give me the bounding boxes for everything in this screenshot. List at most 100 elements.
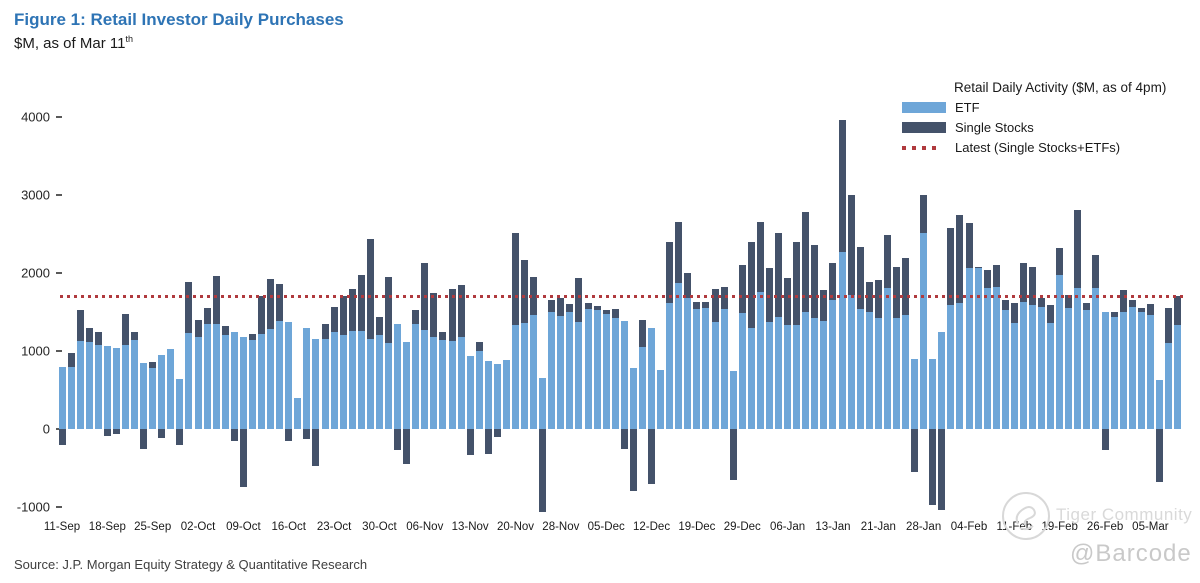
bar-single-stocks	[212, 276, 220, 325]
bar-single-stocks	[638, 319, 646, 348]
bar-etf	[67, 366, 75, 429]
bar-etf	[394, 323, 402, 429]
x-axis-tick-label: 19-Dec	[678, 521, 716, 533]
bar-etf	[466, 356, 474, 429]
bar-single-stocks	[67, 353, 75, 367]
source-note: Source: J.P. Morgan Equity Strategy & Qu…	[14, 557, 368, 572]
bar-single-stocks	[394, 429, 402, 451]
bar-etf	[167, 349, 175, 429]
bar-etf	[648, 327, 656, 429]
bar-single-stocks	[775, 233, 783, 317]
bar-single-stocks	[339, 296, 347, 336]
bar-single-stocks	[194, 319, 202, 337]
bar-etf	[802, 312, 810, 429]
bar-etf	[176, 379, 184, 429]
bar-single-stocks	[811, 244, 819, 319]
bar-etf	[756, 291, 764, 429]
bar-single-stocks	[366, 238, 374, 339]
bar-etf	[475, 351, 483, 429]
bar-etf	[194, 336, 202, 429]
bar-single-stocks	[1155, 429, 1163, 482]
bar-single-stocks	[1056, 248, 1064, 275]
bar-etf	[584, 308, 592, 429]
bar-etf	[902, 315, 909, 429]
y-axis-tick-label: 2000	[21, 265, 50, 281]
bar-etf	[892, 318, 900, 429]
bar-etf	[938, 331, 946, 429]
x-axis-tick-label: 23-Oct	[316, 521, 352, 533]
bar-single-stocks	[85, 327, 93, 343]
bar-etf	[793, 325, 801, 429]
bar-etf	[185, 333, 193, 429]
x-axis-tick-label: 12-Dec	[633, 521, 671, 533]
bar-etf	[76, 340, 84, 429]
x-axis-tick-label: 28-Jan	[906, 521, 942, 533]
x-axis-tick-label: 26-Feb	[1086, 521, 1124, 533]
bar-single-stocks	[1047, 304, 1055, 324]
bar-etf	[638, 347, 646, 429]
chart-legend: Retail Daily Activity ($M, as of 4pm) ET…	[902, 80, 1192, 161]
x-axis-tick-label: 16-Oct	[271, 521, 306, 533]
bar-single-stocks	[412, 310, 420, 325]
x-axis-tick-label: 19-Feb	[1041, 521, 1078, 533]
bar-single-stocks	[493, 429, 501, 437]
bar-single-stocks	[557, 297, 565, 316]
bar-etf	[112, 347, 120, 429]
y-axis-tick-label: 4000	[21, 109, 50, 125]
bar-etf	[947, 304, 955, 429]
bar-single-stocks	[711, 288, 719, 323]
x-axis-tick-label: 13-Jan	[815, 521, 851, 533]
bar-etf	[566, 312, 574, 429]
bar-etf	[149, 368, 157, 429]
single-stocks-swatch-icon	[902, 122, 946, 133]
legend-label-latest: Latest (Single Stocks+ETFs)	[955, 140, 1121, 155]
bar-etf	[421, 329, 429, 429]
bar-single-stocks	[992, 265, 1000, 287]
bar-single-stocks	[1083, 303, 1091, 310]
bar-etf	[874, 318, 882, 429]
bar-single-stocks	[1065, 294, 1073, 309]
bar-single-stocks	[1028, 266, 1036, 305]
bar-single-stocks	[348, 288, 356, 331]
bar-etf	[512, 325, 519, 429]
bar-etf	[1074, 288, 1082, 429]
bar-single-stocks	[1010, 303, 1018, 324]
bar-single-stocks	[738, 265, 746, 313]
bar-etf	[847, 294, 855, 429]
legend-item-single-stocks: Single Stocks	[902, 120, 1192, 135]
bar-etf	[611, 318, 619, 429]
bar-single-stocks	[874, 280, 882, 319]
bar-etf	[1010, 323, 1018, 429]
bar-etf	[865, 312, 873, 429]
x-axis-tick-label: 04-Feb	[950, 521, 988, 533]
bar-etf	[239, 336, 247, 429]
bar-single-stocks	[76, 310, 84, 341]
bar-etf	[539, 378, 547, 429]
bar-single-stocks	[883, 234, 891, 289]
bar-etf	[58, 367, 66, 429]
bar-single-stocks	[1074, 209, 1082, 289]
bar-etf	[974, 268, 982, 429]
bar-etf	[321, 339, 329, 429]
bar-single-stocks	[230, 429, 238, 441]
bar-single-stocks	[911, 429, 919, 472]
bar-single-stocks	[584, 302, 592, 309]
x-axis-tick-label: 09-Oct	[226, 521, 261, 533]
bar-etf	[357, 330, 365, 429]
bar-single-stocks	[149, 361, 157, 369]
bar-single-stocks	[965, 223, 973, 269]
bar-etf	[502, 359, 510, 429]
bar-etf	[1174, 325, 1182, 429]
legend-label-single-stocks: Single Stocks	[955, 120, 1034, 135]
bar-single-stocks	[747, 241, 755, 329]
bar-single-stocks	[593, 305, 601, 311]
bar-single-stocks	[140, 429, 148, 449]
bar-etf	[729, 370, 737, 429]
bar-single-stocks	[131, 331, 139, 341]
bar-single-stocks	[276, 283, 284, 321]
bar-single-stocks	[648, 429, 656, 484]
bar-single-stocks	[430, 293, 438, 337]
bar-single-stocks	[892, 266, 900, 319]
bar-single-stocks	[303, 429, 311, 440]
